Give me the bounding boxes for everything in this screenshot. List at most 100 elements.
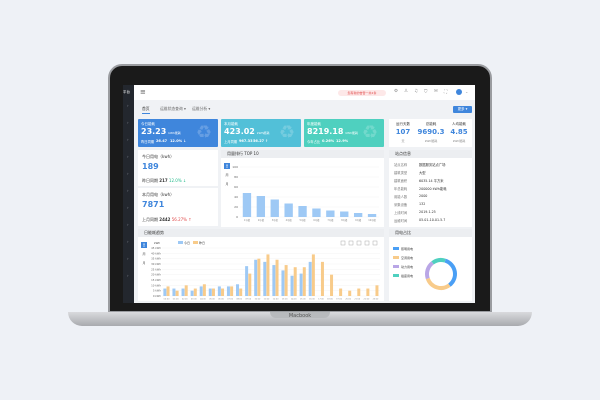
bell-icon[interactable]: ♫ [414,89,419,94]
bar [242,193,252,217]
bar-today [217,286,221,296]
tab[interactable]: 运维分析 ▾ [192,106,211,111]
bar-yesterday [257,258,261,296]
site-value: 2000 [419,194,428,198]
x-tick-label: 10号楼 [368,218,376,222]
legend-label[interactable]: 照明用电 [401,246,413,251]
period-button[interactable]: 月 [225,182,229,186]
legend-swatch[interactable] [193,241,198,244]
toolbox-icon[interactable] [364,240,370,246]
sidebar-item[interactable]: › [127,205,129,210]
legend-swatch[interactable] [393,247,399,250]
bar-today [308,261,312,296]
settings-icon[interactable]: ⚙ [394,89,399,94]
period-button[interactable]: 周 [142,252,146,256]
site-key: 运维时间 [394,219,408,223]
shield-icon[interactable]: ⛉ [424,90,428,95]
sidebar-item[interactable]: › [127,256,129,261]
stats-panel: 运行天数 107 天 总能耗 9690.3 kWh能耗 人均能耗 4.85 kWh能耗 [389,119,472,147]
x-tick-label: 09:00 [245,299,251,301]
kpi-title: 本月能耗 [224,122,238,126]
period-button[interactable]: 日 [141,242,147,248]
sidebar: 平台 › › › › › › › › › › › [123,85,134,303]
message-icon[interactable]: ✉ [434,89,438,94]
recycle-icon: ♻ [196,122,213,143]
legend-label[interactable]: 动力用电 [401,264,413,269]
sidebar-item[interactable]: › [127,137,129,142]
sidebar-item[interactable]: › [127,154,129,159]
kpi-card[interactable]: ♻ 年度能耗 8219.18 kWh能耗 今年占比 0.26% 12.9% [304,119,384,147]
month-value: 7871 [142,200,165,209]
legend-label[interactable]: 今日 [184,240,190,245]
sidebar-item[interactable]: › [127,188,129,193]
sidebar-item[interactable]: › [127,120,129,125]
today-title: 今日用电（kwh） [142,154,175,159]
toolbox-icon[interactable] [340,240,346,246]
legend-swatch[interactable] [178,241,183,244]
chevron-down-icon[interactable]: ⌄ [465,89,469,94]
bar-yesterday [239,288,243,296]
sidebar-item[interactable]: › [127,239,129,244]
share-title: 用电占比 [389,229,472,237]
y-tick-label: 0 kWh [153,294,162,298]
toolbox-icon[interactable] [372,240,378,246]
ranking-title: 用量排行 TOP 10 [221,150,384,158]
stat-label: 总能耗 [425,122,437,126]
menu-toggle-icon[interactable]: ≡ [140,88,146,96]
kpi-sub-value: 0.26% [322,139,335,143]
x-tick-label: 9号楼 [355,218,362,222]
x-tick-label: 08:00 [236,299,242,301]
period-button[interactable]: 月 [142,261,146,265]
period-button[interactable]: 周 [225,173,229,177]
kpi-sub-label: 今年占比 [307,140,321,144]
bar-today [299,273,303,296]
bar-yesterday [375,285,379,296]
legend-swatch[interactable] [393,265,399,268]
site-key: 采集设备 [394,203,408,207]
more-button[interactable]: 更多 ▾ [453,106,472,113]
bar-today [199,286,203,296]
site-value: 2019.1.25 [419,210,436,214]
x-tick-label: 03:00 [191,299,197,301]
user-icon[interactable]: ♙ [404,89,409,94]
bar-yesterday [184,285,188,296]
bar-yesterday [202,284,206,296]
kpi-card[interactable]: ♻ 今日能耗 23.23 kWh能耗 昨日同期 26.47 12.0% ↓ [138,119,218,147]
sidebar-item[interactable]: › [127,171,129,176]
sidebar-item[interactable]: › [127,103,129,108]
sidebar-item[interactable]: › [127,222,129,227]
tab[interactable]: 首页 [142,106,150,114]
x-tick-label: 22:00 [363,299,369,301]
legend-swatch[interactable] [393,274,399,277]
y-tick-label: 5 kWh [153,289,162,293]
y-tick-label: 20 [234,205,238,209]
x-tick-label: 10:00 [254,299,260,301]
trend-title: 日能耗趋势 [138,229,384,237]
avatar[interactable] [456,89,462,95]
site-value: 大型 [419,171,426,175]
bar-yesterday [357,288,361,296]
label: 昨日同期 [142,178,158,183]
today-value: 189 [142,162,159,171]
bar-yesterday [230,286,234,296]
period-button[interactable]: 日 [224,163,230,169]
x-tick-label: 05:00 [209,299,215,301]
kpi-delta: 12.9% [336,139,349,143]
bar-today [163,288,167,296]
kpi-card[interactable]: ♻ 本月能耗 423.02 kWh能耗 上月同期 967.33 56.27 ↑ [221,119,301,147]
kpi-value: 8219.18 [307,127,344,136]
toolbox-icon[interactable] [348,240,354,246]
kpi-value: 423.02 [224,127,255,136]
legend-label[interactable]: 空调用电 [401,255,413,260]
fullscreen-icon[interactable]: ⛶ [444,90,448,95]
legend-swatch[interactable] [393,256,399,259]
legend-label[interactable]: 昨日 [199,240,205,245]
x-tick-label: 5号楼 [300,218,307,222]
sidebar-item[interactable]: › [127,273,129,278]
alert-pill[interactable]: 您有新的告警一共2条 [338,90,386,96]
x-tick-label: 01:00 [173,299,179,301]
toolbox-icon[interactable] [356,240,362,246]
tab[interactable]: 运维状态查询 ▾ [160,106,186,111]
legend-label[interactable]: 插座用电 [401,273,413,278]
